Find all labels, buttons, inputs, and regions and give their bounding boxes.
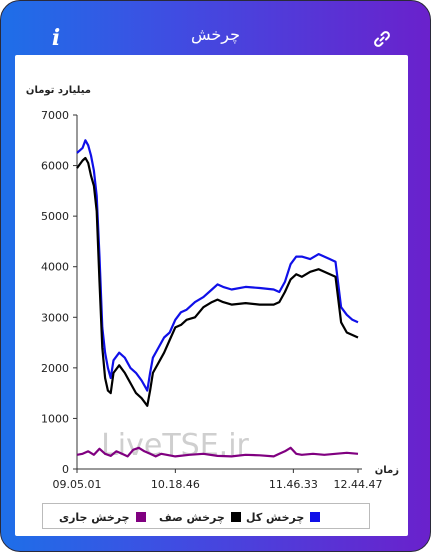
page-title: چرخش (190, 25, 240, 44)
watermark: LiveTSE.ir (101, 428, 249, 463)
legend-swatch (310, 512, 321, 522)
legend-swatch (230, 512, 241, 522)
x-axis-label: زمان (375, 465, 399, 476)
y-tick-label: 3000 (41, 311, 69, 324)
chart-panel: میلیارد تومان زمان LiveTSE.ir 0 1000 2000 3… (15, 55, 408, 536)
y-axis-label: میلیارد تومان (26, 85, 91, 96)
y-tick-label: 6000 (41, 160, 69, 173)
legend-label: چرخش جاری (59, 510, 130, 524)
info-icon[interactable]: i (51, 25, 61, 51)
legend-swatch (135, 512, 146, 522)
legend-item-total[interactable]: چرخش کل (246, 509, 321, 525)
x-tick-label: 09.05.01 (53, 478, 102, 491)
legend-item-queue[interactable]: چرخش صف (159, 509, 241, 525)
legend-item-current[interactable]: چرخش جاری (59, 509, 146, 525)
legend-label: چرخش کل (246, 510, 305, 524)
x-tick-label: 11.46.33 (269, 478, 318, 491)
y-tick-label: 4000 (41, 261, 69, 274)
link-icon[interactable] (373, 30, 391, 48)
y-tick-label: 1000 (41, 412, 69, 425)
legend-label: چرخش صف (159, 510, 225, 524)
y-tick-label: 5000 (41, 210, 69, 223)
y-tick-label: 0 (62, 463, 69, 476)
x-tick-label: 10.18.46 (151, 478, 200, 491)
y-tick-label: 2000 (41, 362, 69, 375)
y-tick-label: 7000 (41, 109, 69, 122)
turnover-chart: میلیارد تومان زمان LiveTSE.ir 0 1000 2000 3… (26, 85, 399, 491)
chart-legend: چرخش کل چرخش صف چرخش جاری (42, 503, 370, 529)
series-line-0 (76, 139, 359, 392)
x-tick-label: 12.44.47 (334, 478, 383, 491)
series-line-1 (76, 156, 359, 407)
series-line-2 (76, 446, 359, 458)
